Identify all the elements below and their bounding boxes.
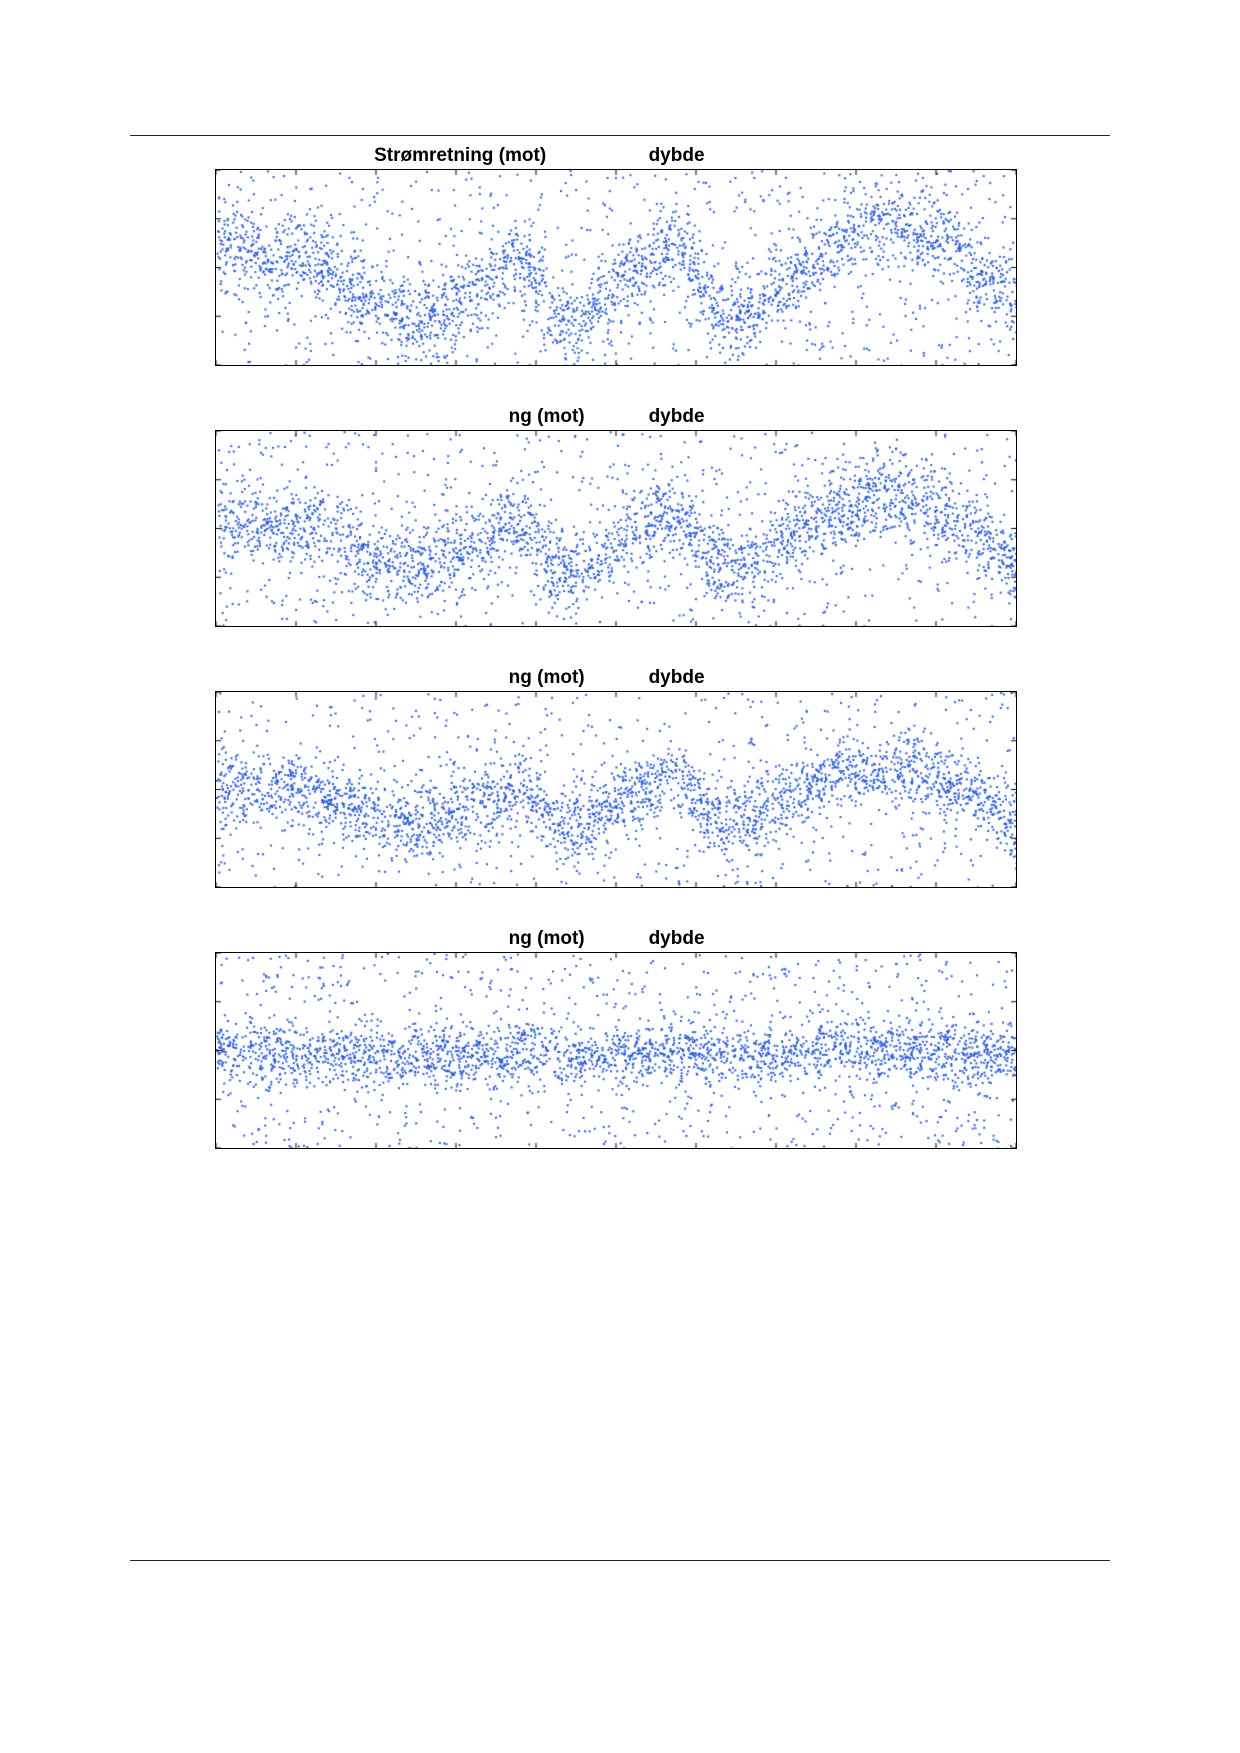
chart-panel-1: Strømretning (mot) dybde <box>215 145 1015 366</box>
chart-canvas-2 <box>216 431 1016 626</box>
chart-panel-4: ng (mot) dybde <box>215 928 1015 1149</box>
chart-title-4-right: dybde <box>649 928 705 950</box>
charts-container: Strømretning (mot) dybde ng (mot) dybde … <box>215 145 1015 1189</box>
page: Strømretning (mot) dybde ng (mot) dybde … <box>0 0 1240 1753</box>
chart-title-4: ng (mot) dybde <box>215 928 1015 950</box>
chart-plot-2 <box>215 430 1017 627</box>
chart-panel-2: ng (mot) dybde <box>215 406 1015 627</box>
chart-canvas-1 <box>216 170 1016 365</box>
chart-title-3-right: dybde <box>649 667 705 689</box>
chart-title-3: ng (mot) dybde <box>215 667 1015 689</box>
chart-title-1: Strømretning (mot) dybde <box>215 145 1015 167</box>
chart-plot-3 <box>215 691 1017 888</box>
chart-title-4-left: ng (mot) <box>509 928 585 950</box>
top-rule <box>130 135 1110 136</box>
chart-title-3-left: ng (mot) <box>509 667 585 689</box>
chart-title-2: ng (mot) dybde <box>215 406 1015 428</box>
chart-title-1-left: Strømretning (mot) <box>374 145 546 167</box>
chart-title-2-left: ng (mot) <box>509 406 585 428</box>
chart-canvas-4 <box>216 953 1016 1148</box>
chart-plot-1 <box>215 169 1017 366</box>
chart-title-2-right: dybde <box>649 406 705 428</box>
chart-canvas-3 <box>216 692 1016 887</box>
bottom-rule <box>130 1560 1110 1561</box>
chart-panel-3: ng (mot) dybde <box>215 667 1015 888</box>
chart-title-1-right: dybde <box>649 145 705 167</box>
chart-plot-4 <box>215 952 1017 1149</box>
